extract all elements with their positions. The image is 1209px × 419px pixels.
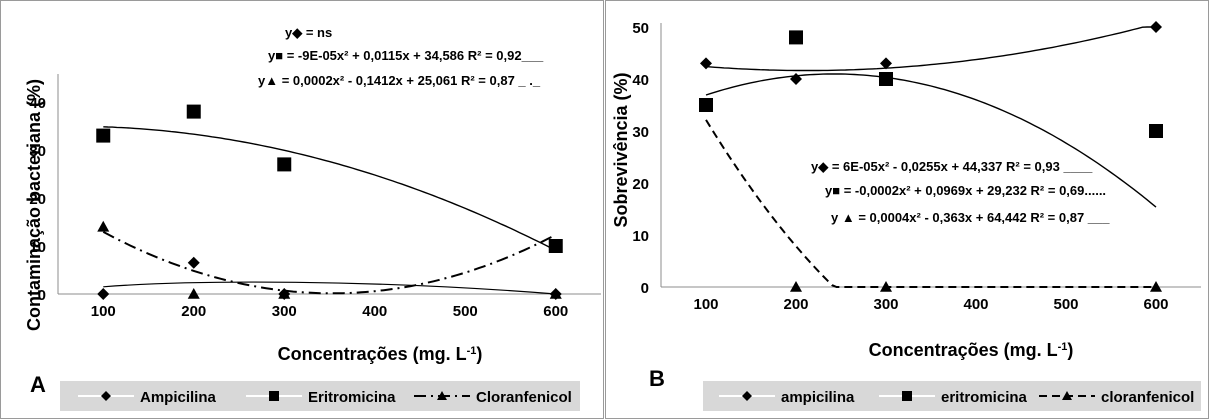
chart-b-plot: 0 10 20 30 40 50 100 200 300 400 500 600	[632, 20, 1201, 313]
chart-b-xlabel: Concentrações (mg. L-1)	[869, 340, 1074, 360]
chart-b-svg: 0 10 20 30 40 50 100 200 300 400 500 600 Sobrevivên…	[605, 0, 1209, 419]
data-point-eritromicina	[96, 128, 111, 143]
data-point-cloranfenicol	[1150, 281, 1162, 292]
legend-label-eritromicina: Eritromicina	[308, 389, 396, 406]
trend-equation: y ▲ = 0,0004x² - 0,363x + 64,442 R² = 0,…	[831, 210, 1110, 225]
chart-b-legend-bg	[703, 381, 1201, 411]
legend-marker-ampicilina	[101, 391, 111, 401]
y-tick-label: 0	[641, 280, 649, 297]
y-tick-label: 50	[632, 20, 649, 37]
x-tick-label: 200	[783, 296, 808, 313]
data-point-cloranfenicol	[278, 288, 291, 299]
data-point-ampicilina	[97, 288, 110, 300]
chart-b-equations: y◆ = 6E-05x² - 0,0255x + 44,337 R² = 0,9…	[811, 159, 1110, 225]
x-tick-label: 300	[873, 296, 898, 313]
data-point-cloranfenicol	[97, 220, 110, 232]
legend-marker-cloranfenicol	[437, 391, 447, 400]
x-tick-label: 400	[362, 303, 387, 320]
data-point-cloranfenicol	[549, 288, 562, 299]
y-tick-label: 0	[38, 287, 46, 304]
data-point-ampicilina	[880, 57, 892, 70]
chart-a-plot: 0 10 20 30 40 100 200 300 400 500 600	[29, 74, 601, 320]
y-tick-label: 30	[632, 124, 649, 141]
trend-equation: y▲ = 0,0002x² - 0,1412x + 25,061 R² = 0,…	[258, 73, 541, 88]
data-point-ampicilina	[700, 57, 712, 70]
chart-a-panel-letter: A	[30, 372, 46, 397]
chart-a-ylabel: Contaminação bacteriana (%)	[24, 79, 44, 331]
trend-line-ampicilina	[103, 281, 556, 295]
legend-label-cloranfenicol: Cloranfenicol	[476, 389, 572, 406]
data-point-cloranfenicol	[880, 281, 892, 292]
y-tick-label: 40	[29, 95, 46, 112]
chart-a-legend-bg	[60, 381, 580, 411]
x-tick-label: 600	[543, 303, 568, 320]
trend-equation: y■ = -0,0002x² + 0,0969x + 29,232 R² = 0…	[825, 183, 1106, 198]
x-tick-label: 500	[1053, 296, 1078, 313]
x-tick-label: 100	[91, 303, 116, 320]
trend-equation: y◆ = ns	[285, 25, 332, 40]
data-point-ampicilina	[187, 256, 200, 269]
x-tick-label: 600	[1143, 296, 1168, 313]
x-tick-label: 300	[272, 303, 297, 320]
chart-b-panel-letter: B	[649, 366, 665, 391]
x-tick-label: 500	[453, 303, 478, 320]
data-point-eritromicina	[186, 104, 201, 119]
y-tick-label: 20	[632, 176, 649, 193]
chart-a-xlabel: Concentrações (mg. L-1)	[278, 344, 483, 364]
chart-b-ylabel: Sobrevivência (%)	[611, 72, 631, 227]
y-tick-label: 40	[632, 72, 649, 89]
chart-a-svg: 0 10 20 30 40 100 200 300 400 500 600 Contaminação…	[0, 0, 604, 419]
data-point-eritromicina	[789, 30, 803, 45]
legend-marker-eritromicina	[269, 391, 279, 401]
x-tick-label: 200	[181, 303, 206, 320]
trend-line-eritromicina	[705, 73, 1157, 208]
data-point-cloranfenicol	[700, 99, 712, 110]
trend-line-ampicilina	[705, 26, 1156, 72]
legend-marker-cloranfenicol	[1062, 391, 1072, 400]
data-point-ampicilina	[1150, 21, 1162, 33]
x-tick-label: 400	[963, 296, 988, 313]
chart-a-frame	[0, 0, 604, 419]
trend-line-cloranfenicol	[102, 231, 557, 295]
y-tick-label: 10	[29, 239, 46, 256]
chart-b-frame	[605, 0, 1209, 419]
legend-label-eritromicina: eritromicina	[941, 389, 1028, 406]
chart-panel-b: 0 10 20 30 40 50 100 200 300 400 500 600 Sobrevivên…	[605, 0, 1209, 419]
data-point-eritromicina	[277, 157, 292, 172]
data-point-cloranfenicol	[187, 288, 200, 299]
trend-equation: y■ = -9E-05x² + 0,0115x + 34,586 R² = 0,…	[268, 48, 544, 63]
legend-marker-ampicilina	[742, 391, 752, 401]
legend-label-ampicilina: ampicilina	[781, 389, 855, 406]
trend-line-cloranfenicol	[705, 119, 1156, 288]
chart-a-equations: y◆ = ns y■ = -9E-05x² + 0,0115x + 34,586 …	[258, 25, 544, 88]
legend-label-cloranfenicol: cloranfenicol	[1101, 389, 1194, 406]
y-tick-label: 20	[29, 191, 46, 208]
chart-b-legend: ampicilina eritromicina cloranfenicol	[719, 389, 1194, 406]
legend-marker-eritromicina	[902, 391, 912, 401]
chart-a-legend: Ampicilina Eritromicina Cloranfenicol	[78, 389, 572, 406]
y-tick-label: 10	[632, 228, 649, 245]
x-tick-label: 100	[693, 296, 718, 313]
data-point-eritromicina	[548, 239, 563, 253]
trend-line-eritromicina	[103, 126, 557, 252]
data-point-cloranfenicol	[790, 281, 802, 292]
legend-label-ampicilina: Ampicilina	[140, 389, 217, 406]
data-point-eritromicina	[879, 72, 893, 86]
data-point-ampicilina	[790, 73, 802, 85]
trend-equation: y◆ = 6E-05x² - 0,0255x + 44,337 R² = 0,9…	[811, 159, 1093, 174]
data-point-eritromicina	[1149, 124, 1163, 138]
y-tick-label: 30	[29, 143, 46, 160]
chart-panel-a: 0 10 20 30 40 100 200 300 400 500 600 Contaminação…	[0, 0, 604, 419]
